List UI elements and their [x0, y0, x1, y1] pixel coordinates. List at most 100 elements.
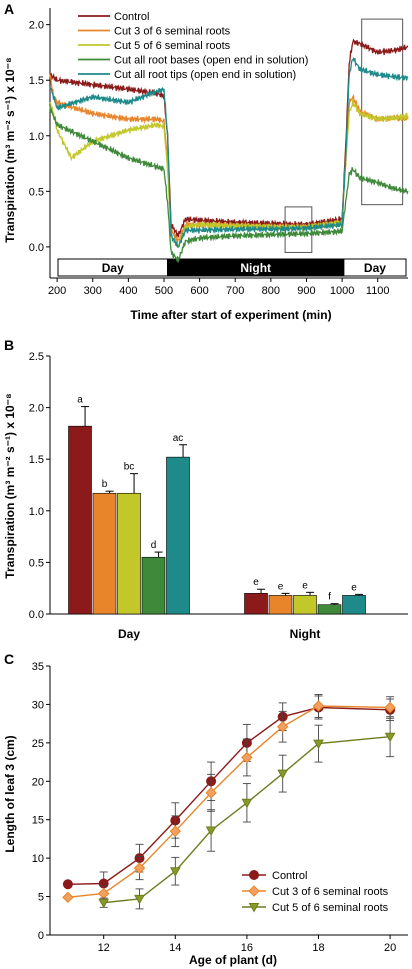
- series-line-3: [103, 736, 391, 904]
- data-point-2: [133, 862, 146, 874]
- legend-entry-2: Cut 3 of 6 seminal roots: [272, 886, 389, 898]
- significance-letter: e: [278, 581, 284, 592]
- panel-a-x-tick-label: 900: [297, 285, 315, 297]
- panel-c-legend: Control Cut 3 of 6 seminal roots Cut 5 of …: [242, 870, 389, 914]
- data-point-1: [62, 879, 73, 890]
- panel-c-x-tick-label: 18: [312, 942, 324, 954]
- panel-a-x-tick-label: 1100: [366, 285, 390, 297]
- bar: [293, 595, 317, 615]
- panel-a-y-tick-label: 0.5: [29, 186, 44, 198]
- panel-b-category-label: Night: [290, 627, 321, 641]
- panel-a-y-tick-label: 2.0: [29, 20, 44, 32]
- panel-c-x-tick-label: 14: [169, 942, 181, 954]
- panel-a-label: A: [4, 1, 14, 17]
- panel-c-y-tick-label: 15: [32, 815, 44, 827]
- panel-a-x-tick-label: 400: [119, 285, 137, 297]
- panel-c-axes: 0 5 10 15 20 25 30 35 12 14 16 18 20: [32, 661, 408, 954]
- panel-c-series: [62, 693, 396, 910]
- data-point-2: [169, 825, 182, 837]
- data-point-3: [134, 894, 145, 905]
- panel-a-y-tick-label: 1.5: [29, 75, 44, 87]
- panel-c-y-tick-label: 10: [32, 853, 44, 865]
- panel-c-y-tick-label: 0: [38, 930, 44, 942]
- panel-c-label: C: [4, 651, 14, 667]
- legend-marker-2: [248, 885, 260, 897]
- panel-b-y-tick-label: 0.5: [29, 557, 44, 569]
- data-point-3: [98, 898, 110, 909]
- significance-letter: e: [302, 580, 308, 591]
- bar: [268, 595, 293, 615]
- significance-letter: f: [328, 592, 331, 603]
- bar: [92, 492, 117, 615]
- data-point-3: [384, 732, 396, 743]
- legend-entry-5: Cut all root tips (open end in solution): [114, 69, 296, 81]
- bar: [141, 556, 166, 615]
- significance-letter: d: [151, 540, 157, 551]
- legend-entry-1: Control: [272, 870, 307, 882]
- panel-a-x-tick-label: 300: [84, 285, 102, 297]
- significance-letter: bc: [124, 462, 135, 473]
- panel-c: C 0 5 10 15 20 25 30 35 12 14 16 18 20 Control Cut 3 …: [3, 651, 408, 967]
- panel-b-y-tick-label: 1.5: [29, 454, 44, 466]
- panel-a-y-tick-label: 0.0: [29, 242, 44, 254]
- bar: [68, 425, 92, 615]
- panel-a-y-axis-label: Transpiration (m³ m⁻² s⁻¹) x 10⁻⁸: [3, 57, 17, 242]
- panel-c-y-tick-label: 20: [32, 776, 44, 788]
- series-line-5: [49, 56, 409, 248]
- data-point-3: [241, 798, 253, 809]
- panel-b-label: B: [4, 337, 14, 353]
- period-block: [343, 258, 407, 277]
- panel-a-x-tick-label: 800: [262, 285, 280, 297]
- panel-b-y-axis-label: Transpiration (m³ m⁻² s⁻¹) x 10⁻⁸: [3, 393, 17, 578]
- panel-a: A 0.0 0.5 1.0 1.5 2.0 200 300 400 500 600 700 800 90…: [3, 1, 409, 322]
- data-point-2: [276, 721, 289, 733]
- panel-b: B 0.0 0.5 1.0 1.5 2.0 2.5 Day Night a b bc d ac e e e f…: [3, 337, 408, 641]
- significance-letter: b: [102, 479, 108, 490]
- panel-a-x-tick-label: 500: [155, 285, 173, 297]
- panel-a-y-tick-label: 1.0: [29, 131, 44, 143]
- data-point-2: [62, 891, 74, 904]
- legend-entry-4: Cut all root bases (open end in solution…: [114, 55, 308, 67]
- bar: [117, 492, 141, 615]
- series-line-4: [49, 105, 409, 263]
- data-point-2: [241, 751, 253, 764]
- panel-c-y-tick-label: 25: [32, 738, 44, 750]
- significance-letter: e: [351, 582, 357, 593]
- series-line-3: [49, 99, 409, 248]
- series-line-2: [67, 705, 391, 898]
- panel-b-y-tick-label: 1.0: [29, 506, 44, 518]
- panel-b-bars: a b bc d ac e e e f e: [68, 395, 366, 615]
- legend-entry-2: Cut 3 of 6 seminal roots: [114, 26, 231, 38]
- data-point-3: [169, 867, 181, 877]
- data-point-2: [97, 887, 110, 900]
- series-line-1: [67, 706, 391, 885]
- panel-c-y-tick-label: 35: [32, 661, 44, 673]
- bar: [342, 595, 366, 615]
- bar: [244, 593, 268, 615]
- panel-c-x-axis-label: Age of plant (d): [189, 953, 277, 967]
- significance-letter: e: [253, 577, 259, 588]
- significance-letter: a: [77, 395, 83, 406]
- panel-a-axes: 0.0 0.5 1.0 1.5 2.0 200 300 400 500 600 700 800 900 1…: [29, 8, 408, 297]
- legend-entry-3: Cut 5 of 6 seminal roots: [114, 40, 231, 52]
- panel-a-x-tick-label: 200: [48, 285, 66, 297]
- legend-entry-3: Cut 5 of 6 seminal roots: [272, 902, 389, 914]
- panel-a-series: [49, 38, 409, 263]
- panel-a-x-tick-label: 600: [190, 285, 208, 297]
- data-point-2: [205, 787, 217, 799]
- bar: [317, 604, 342, 615]
- data-point-3: [205, 826, 217, 836]
- data-point-3: [313, 739, 324, 750]
- legend-marker-3: [248, 903, 260, 913]
- panel-c-y-tick-label: 5: [38, 892, 44, 904]
- legend-marker-1: [249, 870, 259, 880]
- bar: [166, 456, 190, 615]
- panel-a-legend: Control Cut 3 of 6 seminal roots Cut 5 of …: [78, 11, 308, 81]
- data-point-2: [312, 700, 325, 712]
- legend-entry-1: Control: [114, 11, 149, 23]
- panel-b-y-tick-label: 0.0: [29, 609, 44, 621]
- panel-c-x-tick-label: 16: [241, 942, 253, 954]
- panel-c-y-tick-label: 30: [32, 699, 44, 711]
- significance-letter: ac: [173, 433, 184, 444]
